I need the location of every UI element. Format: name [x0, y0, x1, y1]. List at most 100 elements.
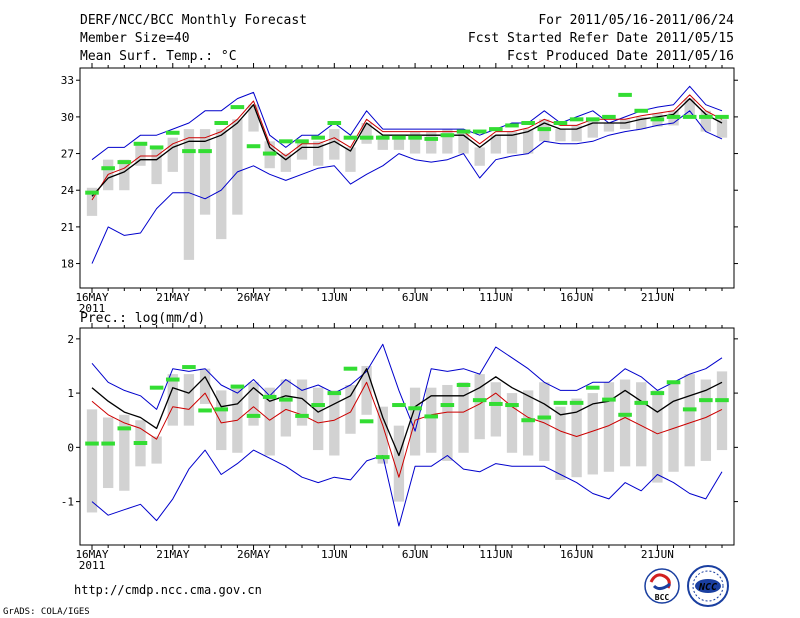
temp-ytick-label: 21 [61, 221, 74, 234]
precip-min-line [91, 449, 723, 527]
forecast-period: For 2011/05/16-2011/06/24 [538, 13, 734, 28]
precip-year-label: 2011 [79, 559, 106, 572]
temp-observed-marker [489, 127, 503, 132]
precipitation-panel: -1 0 1 2 16MAY 21MAY 26MAY 1JUN 6JUN 11JUN 16JUN 21… [61, 323, 738, 572]
precip-spread-box [167, 374, 178, 426]
chart-title: DERF/NCC/BCC Monthly Forecast [80, 13, 307, 28]
precip-spread-box [151, 436, 162, 464]
temp-observed-marker [133, 141, 148, 146]
temp-spread-box [232, 119, 243, 215]
precip-observed-marker [408, 406, 422, 411]
temp-spread-box [700, 110, 712, 132]
temp-spread-box [587, 119, 598, 138]
precip-observed-marker [618, 412, 632, 417]
precip-observed-marker [537, 415, 552, 420]
temp-spread-box [183, 129, 195, 260]
temp-observed-marker [424, 136, 439, 141]
temp-observed-marker [602, 114, 616, 119]
precip-spread-box [232, 384, 243, 453]
temp-spread-box [426, 131, 437, 154]
precip-xtick-label: 21JUN [641, 548, 674, 561]
temp-spread-box [280, 153, 292, 172]
precip-observed-marker [359, 419, 374, 424]
temp-spread-box [119, 159, 130, 191]
precip-spread-box [296, 379, 308, 426]
precip-observed-marker [585, 385, 600, 390]
precip-observed-marker [634, 400, 649, 405]
temp-observed-marker [569, 117, 584, 122]
temp-max-line [91, 85, 723, 161]
precip-observed-marker [456, 382, 471, 387]
precip-observed-marker [262, 394, 277, 399]
precip-mean-line [91, 368, 723, 457]
temp-spread-box [409, 131, 421, 154]
precip-observed-marker [521, 418, 535, 423]
precip-observed-marker [165, 377, 180, 382]
precip-spread-box [716, 371, 728, 451]
temp-xtick-label: 6JUN [402, 291, 429, 304]
temp-observed-marker [117, 160, 132, 165]
precip-spread-box [119, 414, 130, 491]
precip-spread-box [248, 382, 259, 426]
precip-spread-box [442, 384, 453, 461]
temp-observed-marker [327, 121, 342, 125]
precip-ytick-label: 2 [67, 333, 74, 346]
temp-spread-box [312, 141, 324, 166]
precip-spread-box [264, 387, 275, 456]
temp-spread-box [619, 119, 631, 130]
precip-observed-marker [472, 398, 487, 403]
precip-observed-marker [101, 441, 115, 446]
temp-xtick-label: 16MAY [75, 291, 108, 304]
precip-spread-box [86, 409, 98, 513]
temp-observed-marker [715, 114, 729, 119]
forecast-produced-date: Fcst Produced Date 2011/05/16 [507, 49, 734, 64]
temp-spread-box [603, 123, 615, 132]
precip-spread-box [458, 382, 469, 453]
precip-observed-marker [182, 365, 196, 370]
temp-min-line [91, 110, 723, 264]
temp-observed-marker [682, 114, 697, 119]
temp-observed-marker [149, 145, 164, 150]
precip-spread-box [426, 387, 437, 453]
temp-xtick-label: 21JUN [641, 291, 674, 304]
temp-observed-marker [375, 135, 390, 140]
temp-observed-marker [85, 190, 99, 195]
temp-spread-box [86, 187, 98, 216]
precip-spread-box [539, 382, 550, 461]
temp-spread-box [248, 104, 259, 132]
temp-year-label: 2011 [79, 302, 106, 315]
temp-observed-marker [311, 135, 325, 140]
temp-observed-marker [165, 130, 180, 135]
bcc-logo: BCC [644, 568, 680, 604]
temp-observed-marker [295, 139, 309, 144]
temp-observed-marker [182, 149, 196, 154]
precip-observed-marker [602, 397, 616, 402]
precip-spread-box [199, 368, 211, 404]
precip-ytick-label: 1 [67, 387, 74, 400]
temp-spread-box [329, 129, 340, 160]
precip-spread-box [490, 382, 502, 437]
precip-spread-box [522, 390, 534, 456]
temp-median-line [91, 94, 723, 201]
precip-spread-box [329, 390, 340, 456]
precip-spread-box [684, 374, 695, 467]
temp-spread-box [555, 129, 566, 142]
temp-spread-box [199, 129, 211, 215]
precip-spread-box [345, 384, 356, 434]
precip-observed-marker [489, 401, 503, 406]
forecast-start-date: Fcst Started Refer Date 2011/05/15 [468, 31, 734, 46]
precip-observed-marker [133, 441, 148, 446]
temp-spread-box [151, 147, 162, 185]
temp-observed-marker [666, 114, 681, 119]
temp-spread-box [216, 129, 227, 240]
temp-spread-box [506, 131, 518, 154]
precip-xtick-label: 26MAY [237, 548, 270, 561]
temp-spread-box [393, 135, 405, 150]
temp-spread-box [474, 147, 485, 166]
temp-observed-marker [392, 135, 406, 140]
precip-ytick-label: 0 [67, 441, 74, 454]
ncc-logo: NCC [687, 565, 729, 607]
temp-spread-box [458, 131, 469, 154]
precip-observed-marker [375, 455, 390, 460]
precip-spread-box [571, 398, 582, 478]
